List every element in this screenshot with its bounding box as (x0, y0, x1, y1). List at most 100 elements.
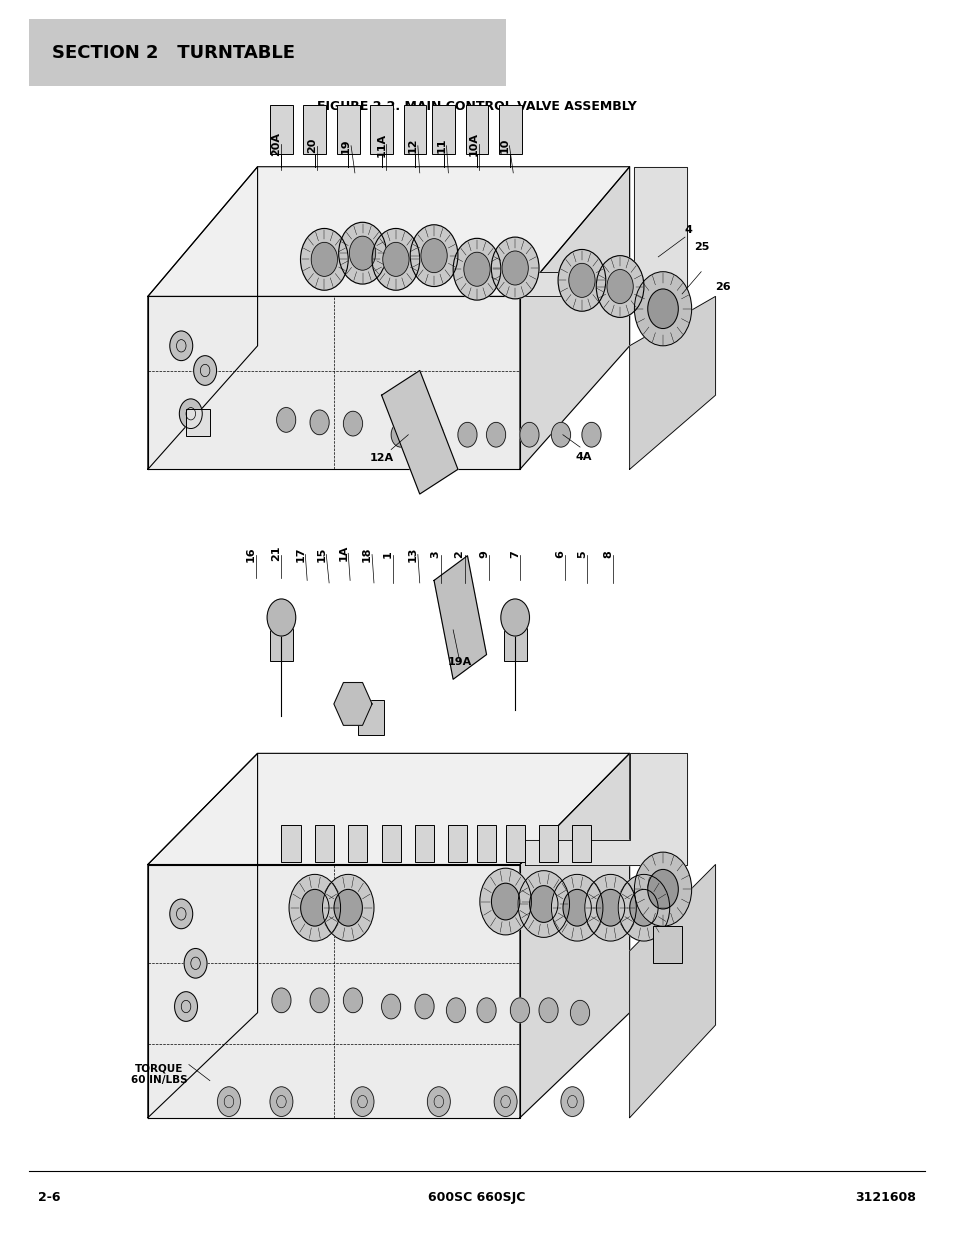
Text: 6: 6 (555, 551, 564, 558)
Circle shape (343, 411, 362, 436)
Bar (357, 700, 384, 735)
Polygon shape (524, 753, 686, 864)
Circle shape (647, 869, 678, 909)
Circle shape (538, 998, 558, 1023)
Text: 3: 3 (431, 551, 440, 558)
Text: 18: 18 (362, 547, 372, 562)
Circle shape (322, 874, 374, 941)
Text: 600SC 660SJC: 600SC 660SJC (428, 1192, 525, 1204)
Circle shape (338, 222, 386, 284)
Circle shape (310, 410, 329, 435)
Circle shape (424, 422, 443, 447)
Bar (572, 825, 591, 862)
Text: 7: 7 (510, 551, 519, 558)
Polygon shape (148, 167, 629, 296)
Circle shape (562, 889, 591, 926)
Text: 20A: 20A (272, 132, 281, 157)
Circle shape (457, 422, 476, 447)
Polygon shape (524, 167, 686, 296)
Bar (29, 19, 505, 86)
Bar (281, 825, 300, 862)
Circle shape (349, 236, 375, 270)
Circle shape (647, 289, 678, 329)
Circle shape (446, 998, 465, 1023)
Circle shape (529, 885, 558, 923)
Circle shape (343, 988, 362, 1013)
Text: 4: 4 (684, 225, 692, 235)
Circle shape (500, 599, 529, 636)
Text: TORQUE
60 IN/LBS: TORQUE 60 IN/LBS (131, 1063, 188, 1086)
Circle shape (351, 1087, 374, 1116)
Circle shape (596, 256, 643, 317)
Text: 19: 19 (341, 138, 351, 153)
Circle shape (334, 889, 362, 926)
Bar (370, 105, 393, 154)
Circle shape (584, 874, 636, 941)
Circle shape (372, 228, 419, 290)
Text: 20: 20 (307, 138, 316, 153)
Polygon shape (629, 864, 715, 1118)
Bar (653, 926, 681, 963)
Circle shape (634, 272, 691, 346)
Bar (381, 825, 400, 862)
Circle shape (494, 1087, 517, 1116)
Bar (448, 825, 467, 862)
Text: 13: 13 (408, 547, 417, 562)
Text: 10A: 10A (469, 132, 478, 157)
Text: 3121608: 3121608 (854, 1192, 915, 1204)
Polygon shape (519, 753, 629, 1118)
Circle shape (170, 331, 193, 361)
Circle shape (217, 1087, 240, 1116)
Circle shape (581, 422, 600, 447)
Circle shape (270, 1087, 293, 1116)
Circle shape (415, 994, 434, 1019)
Text: 9: 9 (479, 551, 489, 558)
Circle shape (382, 242, 409, 277)
Text: 2-6: 2-6 (38, 1192, 61, 1204)
Circle shape (558, 249, 605, 311)
Bar (303, 105, 326, 154)
Text: 15: 15 (316, 547, 326, 562)
Bar (465, 105, 488, 154)
Polygon shape (148, 864, 519, 1118)
Circle shape (427, 1087, 450, 1116)
Text: 2: 2 (455, 551, 464, 558)
Circle shape (570, 1000, 589, 1025)
Circle shape (560, 1087, 583, 1116)
Bar (403, 105, 426, 154)
Circle shape (276, 408, 295, 432)
Circle shape (551, 874, 602, 941)
Circle shape (289, 874, 340, 941)
Circle shape (170, 899, 193, 929)
Circle shape (300, 889, 329, 926)
Text: 5: 5 (577, 551, 586, 558)
Bar (432, 105, 455, 154)
Circle shape (300, 228, 348, 290)
Text: 12: 12 (408, 138, 417, 153)
Circle shape (634, 852, 691, 926)
Polygon shape (148, 753, 629, 864)
Text: 11: 11 (436, 138, 446, 153)
Text: FIGURE 2-2. MAIN CONTROL VALVE ASSEMBLY: FIGURE 2-2. MAIN CONTROL VALVE ASSEMBLY (316, 100, 637, 112)
Text: 8: 8 (603, 551, 613, 558)
Bar (270, 618, 293, 661)
Bar (314, 825, 334, 862)
Bar (336, 105, 359, 154)
Circle shape (184, 948, 207, 978)
Text: 21: 21 (272, 546, 281, 561)
Polygon shape (381, 370, 457, 494)
Circle shape (491, 237, 538, 299)
Circle shape (420, 238, 447, 273)
Bar (498, 105, 521, 154)
Polygon shape (334, 683, 372, 725)
Polygon shape (148, 167, 257, 469)
Text: 16: 16 (246, 547, 255, 562)
Circle shape (510, 998, 529, 1023)
Polygon shape (434, 556, 486, 679)
Text: 19A: 19A (447, 657, 472, 667)
Bar (186, 409, 210, 436)
Circle shape (479, 868, 531, 935)
Bar (505, 825, 524, 862)
Text: 1A: 1A (338, 545, 348, 562)
Circle shape (463, 252, 490, 287)
